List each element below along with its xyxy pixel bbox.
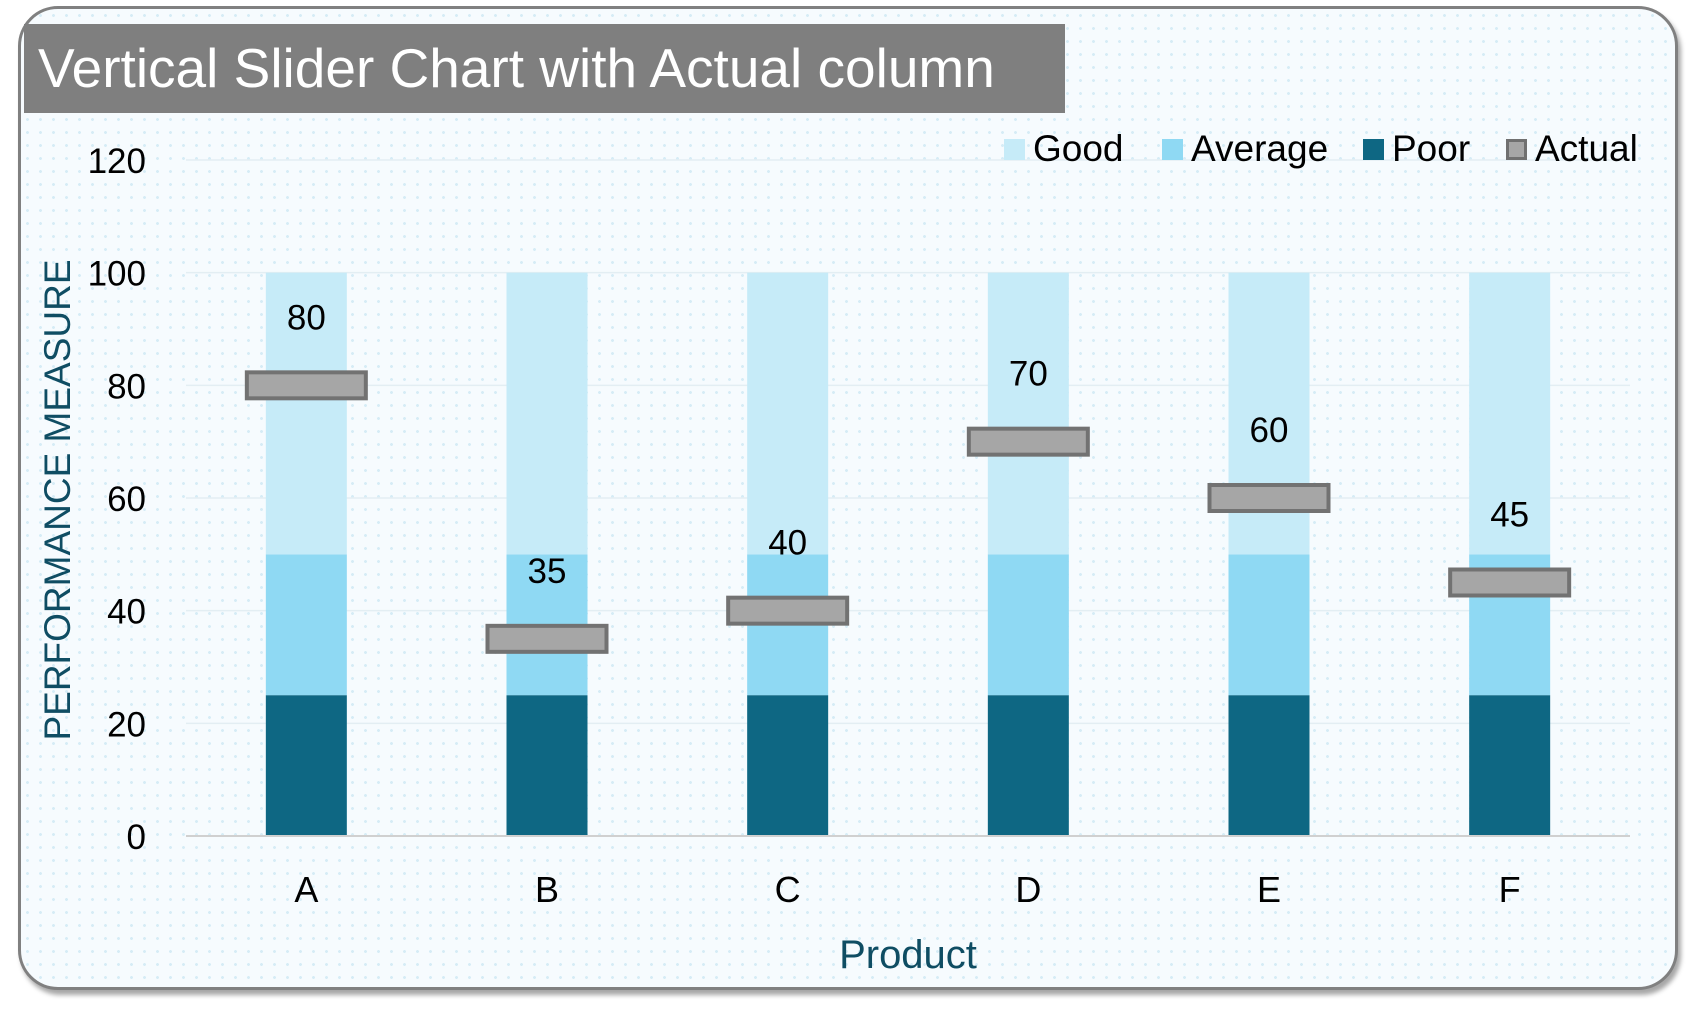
- data-label-a: 80: [287, 298, 326, 337]
- legend-item-poor: Poor: [1363, 128, 1470, 170]
- actual-marker-b: [485, 623, 609, 654]
- y-axis-ticks: 0 20 40 60 80 100 120: [88, 142, 146, 857]
- bar-good-f: [1469, 272, 1551, 555]
- data-label-e: 60: [1250, 411, 1289, 450]
- x-tick-label-c: C: [775, 869, 801, 910]
- actual-marker-d: [966, 426, 1090, 457]
- bar-good-a: [265, 272, 347, 555]
- actual-marker-c: [726, 595, 850, 626]
- legend-item-actual: Actual: [1506, 128, 1638, 170]
- poor-swatch: [1363, 138, 1384, 160]
- gridlines: [186, 159, 1630, 725]
- data-label-b: 35: [528, 552, 567, 591]
- bar-good-b: [506, 272, 588, 555]
- data-label-f: 45: [1490, 496, 1529, 535]
- y-tick-label: 80: [107, 367, 146, 406]
- y-tick-label: 0: [127, 818, 146, 857]
- x-tick-label-b: B: [535, 869, 559, 910]
- bar-average-a: [265, 554, 347, 696]
- x-axis-ticks: A B C D E F: [294, 869, 1520, 910]
- bar-good-c: [747, 272, 829, 555]
- bar-poor-a: [265, 695, 347, 836]
- chart-title: Vertical Slider Chart with Actual column: [24, 24, 1065, 113]
- y-tick-label: 40: [107, 593, 146, 632]
- x-tick-label-e: E: [1257, 869, 1281, 910]
- x-tick-label-f: F: [1499, 869, 1521, 910]
- bar-good-d: [987, 272, 1069, 555]
- bar-poor-f: [1469, 695, 1551, 836]
- data-label-c: 40: [768, 524, 807, 563]
- legend-item-good: Good: [1004, 128, 1124, 170]
- bar-poor-e: [1228, 695, 1310, 836]
- legend-label-poor: Poor: [1392, 128, 1471, 169]
- data-label-d: 70: [1009, 355, 1048, 394]
- actual-markers: [244, 370, 1572, 654]
- bar-average-e: [1228, 554, 1310, 696]
- y-axis-title: PERFORMANCE MEASURE: [37, 259, 78, 740]
- legend-label-actual: Actual: [1535, 128, 1638, 169]
- data-labels: 80 35 40 70 60 45: [287, 298, 1529, 590]
- legend-label-average: Average: [1191, 128, 1329, 169]
- actual-marker-a: [244, 370, 368, 401]
- actual-marker-f: [1448, 567, 1572, 598]
- y-tick-label: 60: [107, 480, 146, 519]
- x-tick-label-a: A: [294, 869, 318, 910]
- y-tick-label: 100: [88, 255, 146, 294]
- average-swatch: [1162, 138, 1183, 160]
- bar-poor-b: [506, 695, 588, 836]
- good-swatch: [1004, 138, 1025, 160]
- y-tick-label: 120: [88, 142, 146, 181]
- actual-marker-e: [1207, 483, 1331, 513]
- legend-label-good: Good: [1033, 128, 1124, 169]
- bar-average-d: [987, 554, 1069, 696]
- bar-poor-d: [987, 695, 1069, 836]
- x-axis-title: Product: [839, 933, 977, 977]
- stacked-bars: [265, 272, 1551, 836]
- x-tick-label-d: D: [1015, 869, 1041, 910]
- bar-poor-c: [747, 695, 829, 836]
- legend-item-average: Average: [1162, 128, 1328, 170]
- actual-swatch: [1506, 138, 1527, 160]
- y-tick-label: 20: [107, 705, 146, 744]
